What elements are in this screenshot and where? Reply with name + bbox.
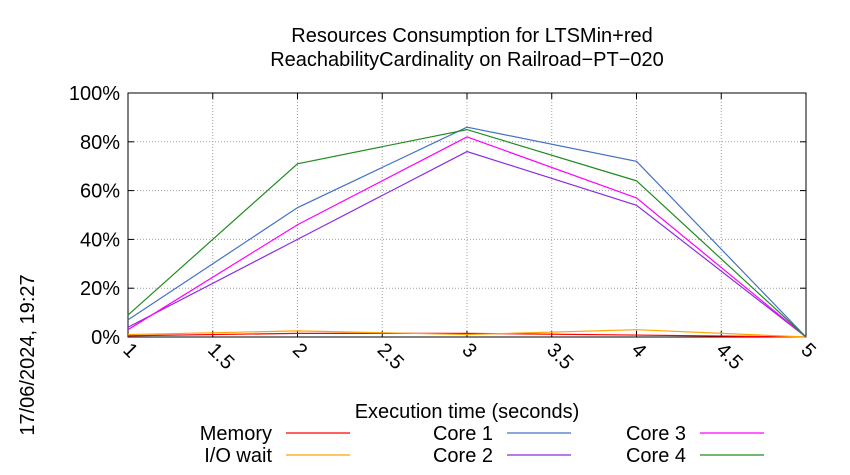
x-tick-labels: 1 1.5 2 2.5 3 3.5 4 4.5 5 (118, 339, 819, 374)
x-tick-label: 1 (118, 339, 141, 362)
legend-label: Core 2 (433, 445, 493, 467)
x-tick-label: 5 (796, 339, 819, 362)
series-line-i-o-wait (127, 329, 807, 338)
x-tick-label: 2 (288, 339, 311, 362)
chart-title-line-2: ReachabilityCardinality on Railroad−PT−0… (270, 49, 664, 71)
x-tick-label: 4 (627, 339, 650, 362)
chart-title: Resources Consumption for LTSMin+red Rea… (270, 25, 664, 71)
legend-label: I/O wait (204, 445, 272, 467)
series-line-core-3 (127, 136, 807, 338)
y-tick-label: 100% (69, 83, 120, 105)
x-tick-label: 2.5 (373, 339, 408, 374)
y-tick-label: 20% (80, 278, 120, 300)
x-tick-label: 4.5 (712, 339, 747, 374)
series-line-core-1 (127, 126, 807, 338)
y-tick-label: 60% (80, 181, 120, 203)
x-axis-label: Execution time (seconds) (355, 401, 580, 423)
series-lines (127, 126, 807, 338)
legend-label: Core 1 (433, 423, 493, 445)
series-line-memory (127, 332, 807, 338)
y-tick-label: 40% (80, 229, 120, 251)
y-tick-labels: 0% 20% 40% 60% 80% 100% (69, 83, 120, 349)
chart-title-line-1: Resources Consumption for LTSMin+red (291, 25, 652, 47)
x-tick-label: 3 (457, 339, 480, 362)
x-tick-label: 3.5 (542, 339, 577, 374)
y-tick-label: 80% (80, 132, 120, 154)
x-tick-label: 1.5 (203, 339, 238, 374)
legend-label: Memory (200, 423, 272, 445)
series-line-core-2 (127, 150, 807, 338)
y-tick-label: 0% (91, 327, 120, 349)
legend-label: Core 3 (626, 423, 686, 445)
legend-label: Core 4 (626, 445, 686, 467)
timestamp-label: 17/06/2024, 19:27 (17, 274, 39, 435)
series-line-core-4 (127, 128, 807, 338)
